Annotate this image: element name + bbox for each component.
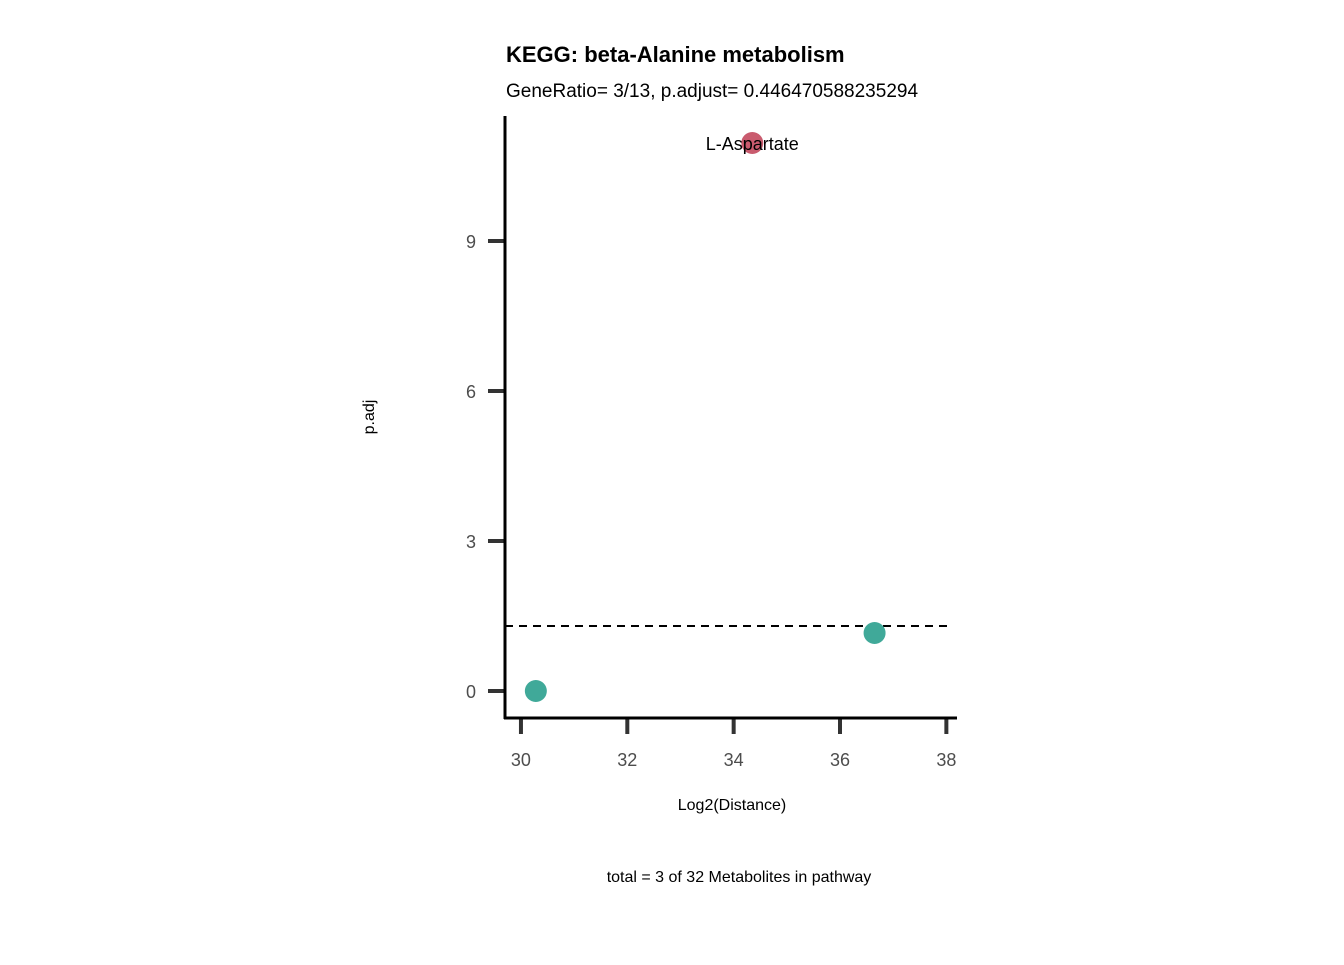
y-tick-label: 6 [466,382,476,402]
data-point [741,132,764,154]
x-tick-label: 30 [511,750,531,770]
chart-caption: total = 3 of 32 Metabolites in pathway [607,869,872,886]
data-point [863,622,886,644]
y-tick-label: 0 [466,682,476,702]
chart-subtitle: GeneRatio= 3/13, p.adjust= 0.44647058823… [506,81,918,102]
chart-title: KEGG: beta-Alanine metabolism [506,42,845,67]
x-tick-label: 34 [724,750,744,770]
y-axis-label: p.adj [361,400,378,435]
y-tick-label: 3 [466,532,476,552]
x-axis-label: Log2(Distance) [678,797,787,814]
x-tick-label: 32 [617,750,637,770]
x-tick-label: 38 [936,750,956,770]
data-point [524,680,547,702]
y-tick-label: 9 [466,232,476,252]
x-tick-label: 36 [830,750,850,770]
point-label: L-Aspartate [706,134,799,154]
